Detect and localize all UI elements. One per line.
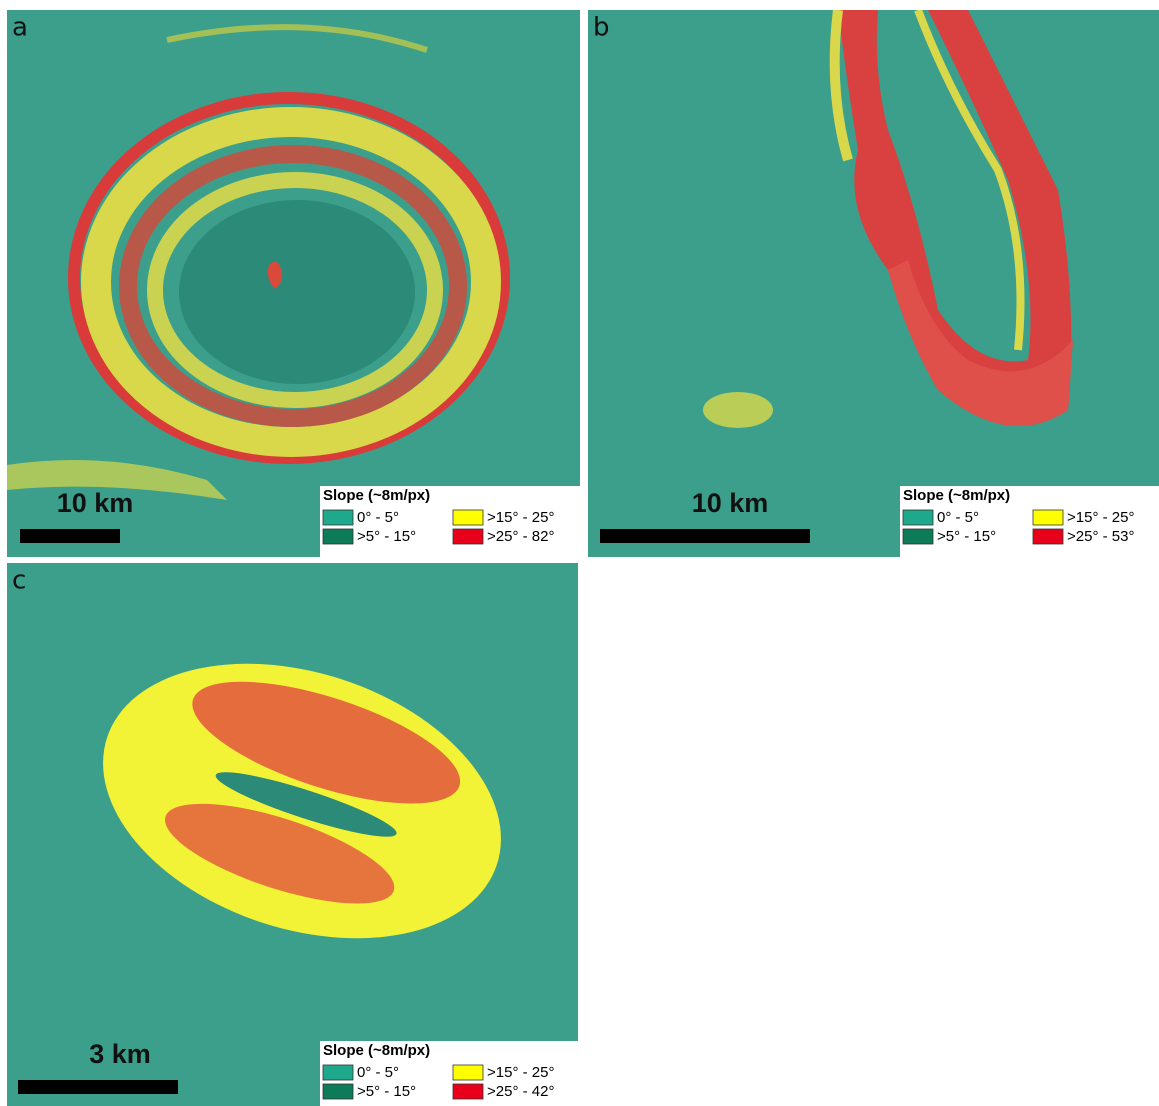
legend-swatch (453, 510, 483, 525)
page: {"panels": [ {"label": "a", "scale": "10… (0, 0, 1159, 1106)
legend-swatch (1033, 510, 1063, 525)
legend-swatch (1033, 529, 1063, 544)
panel-label: a (12, 13, 28, 43)
terrain-mound (703, 392, 773, 428)
legend-label: >15° - 25° (1067, 509, 1134, 526)
panel-label: b (593, 13, 610, 43)
legend-swatch (323, 1084, 353, 1099)
panel-label: c (12, 566, 26, 596)
legend-title: Slope (~8m/px) (323, 1042, 430, 1059)
legend-label: 0° - 5° (357, 509, 399, 526)
legend-label: >5° - 15° (357, 528, 416, 545)
legend-swatch (903, 510, 933, 525)
legend-label: >25° - 42° (487, 1083, 554, 1100)
legend-swatch (453, 529, 483, 544)
legend-label: >25° - 82° (487, 528, 554, 545)
legend-label: >15° - 25° (487, 509, 554, 526)
legend-label: 0° - 5° (357, 1064, 399, 1081)
panel-a: a 10 km Slope (~8m/px) 0° - 5° >15° - 25° >5°… (7, 10, 580, 557)
legend-swatch (323, 1065, 353, 1080)
legend-swatch (323, 529, 353, 544)
panel-b: b 10 km Slope (~8m/px) 0° - 5° >15° - 25° >5°… (588, 10, 1159, 557)
legend-swatch (903, 529, 933, 544)
legend-title: Slope (~8m/px) (323, 487, 430, 504)
legend-label: >5° - 15° (357, 1083, 416, 1100)
scale-label: 3 km (89, 1039, 151, 1069)
legend-title: Slope (~8m/px) (903, 487, 1010, 504)
panel-c: c 3 km Slope (~8m/px) 0° - 5° >15° - 25° >5° … (7, 563, 578, 1106)
scale-bar (18, 1080, 178, 1094)
legend-label: >15° - 25° (487, 1064, 554, 1081)
scale-bar (600, 529, 810, 543)
legend-swatch (453, 1065, 483, 1080)
legend-swatch (323, 510, 353, 525)
scale-label: 10 km (692, 488, 769, 518)
scale-label: 10 km (57, 488, 134, 518)
legend-label: 0° - 5° (937, 509, 979, 526)
crater-floor (179, 200, 415, 384)
legend-label: >25° - 53° (1067, 528, 1134, 545)
scale-bar (20, 529, 120, 543)
legend-label: >5° - 15° (937, 528, 996, 545)
legend-swatch (453, 1084, 483, 1099)
